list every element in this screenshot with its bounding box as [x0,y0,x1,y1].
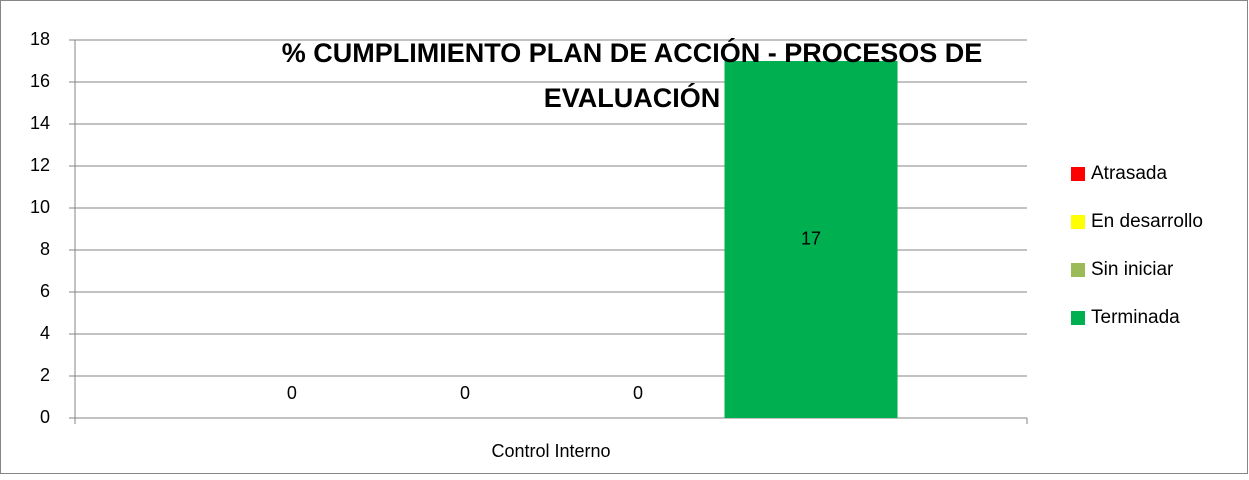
legend-swatch [1071,215,1085,229]
legend-swatch [1071,311,1085,325]
data-label: 0 [633,383,643,403]
chart-title: % CUMPLIMIENTO PLAN DE ACCIÓN - PROCESOS… [282,37,983,113]
y-tick-label: 8 [40,239,50,259]
data-label: 0 [287,383,297,403]
legend-label: Sin iniciar [1091,259,1174,280]
y-tick-label: 6 [40,281,50,301]
y-tick-label: 18 [30,29,50,49]
y-tick-label: 10 [30,197,50,217]
legend-swatch [1071,167,1085,181]
legend-swatch [1071,263,1085,277]
legend-label: Terminada [1091,307,1180,328]
data-label: 17 [801,228,821,248]
y-tick-label: 14 [30,113,50,133]
y-tick-label: 0 [40,407,50,427]
legend-label: Atrasada [1091,163,1167,184]
y-tick-label: 2 [40,365,50,385]
bar [724,61,898,418]
data-label: 0 [460,383,470,403]
y-tick-label: 12 [30,155,50,175]
legend-label: En desarrollo [1091,211,1203,232]
y-tick-label: 16 [30,71,50,91]
x-tick-label: Control Interno [491,441,610,461]
y-tick-label: 4 [40,323,50,343]
